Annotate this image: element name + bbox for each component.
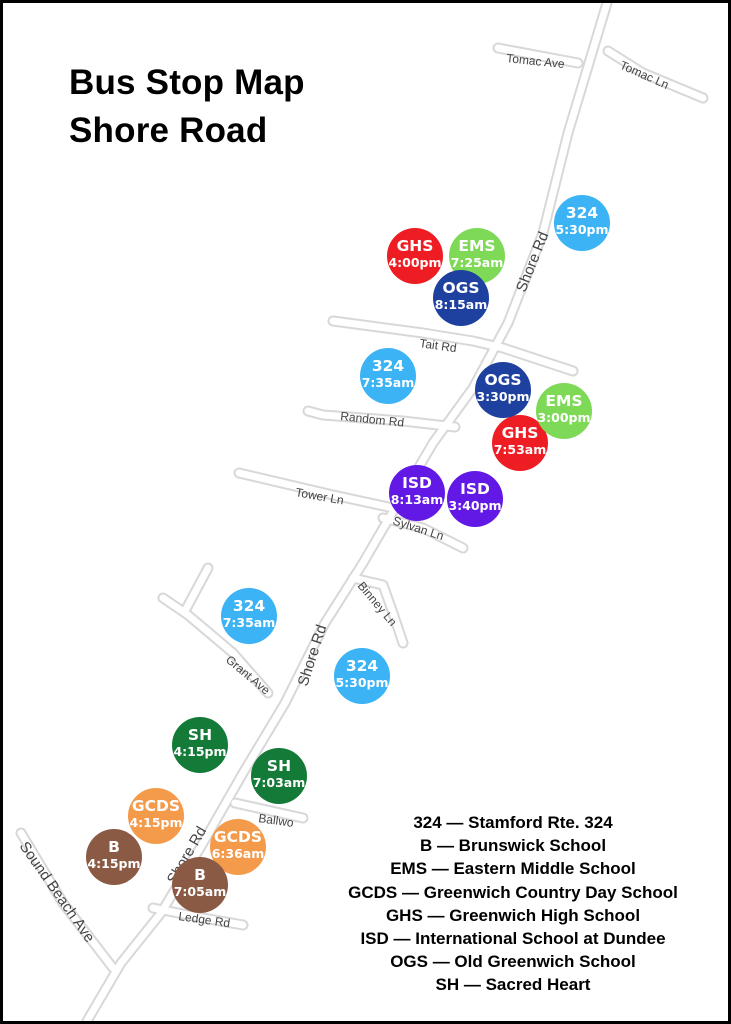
tomac-ln-label: Tomac Ln [618, 58, 671, 92]
stop-code: GHS [501, 424, 539, 442]
stop-marker-324-735am-north[interactable]: 324 7:35am [360, 348, 416, 404]
stop-time: 7:03am [252, 775, 306, 790]
stop-marker-ems-300pm[interactable]: EMS 3:00pm [536, 383, 592, 439]
legend-item-gcds: GCDS — Greenwich Country Day School [348, 882, 678, 902]
stop-time: 4:15pm [129, 815, 183, 830]
tomac-ave-label: Tomac Ave [506, 51, 566, 71]
stop-time: 4:00pm [388, 255, 442, 270]
grant-ave-label: Grant Ave [223, 653, 273, 698]
stop-time: 8:13am [390, 492, 444, 507]
stop-code: GCDS [131, 797, 181, 815]
stop-time: 7:35am [222, 615, 276, 630]
stop-code: GHS [396, 237, 434, 255]
random-rd-label: Random Rd [340, 409, 405, 430]
shore-rd-label-middle: Shore Rd [295, 623, 331, 689]
stop-marker-sh-703am[interactable]: SH 7:03am [251, 748, 307, 804]
map-title: Bus Stop Map Shore Road [69, 59, 305, 155]
ballwood-label: Ballwo [258, 811, 295, 830]
stop-marker-324-530pm-north[interactable]: 324 5:30pm [554, 195, 610, 251]
stop-code: SH [187, 726, 213, 744]
stop-marker-b-705am[interactable]: B 7:05am [172, 857, 228, 913]
stop-time: 3:40pm [448, 498, 502, 513]
stop-code: 324 [232, 597, 266, 615]
stop-code: SH [266, 757, 292, 775]
legend-item-ghs: GHS — Greenwich High School [385, 905, 641, 925]
stop-code: 324 [565, 204, 599, 222]
legend-item-isd: ISD — International School at Dundee [360, 929, 666, 949]
stop-code: ISD [402, 474, 432, 492]
stop-time: 7:35am [361, 375, 415, 390]
stop-code: ISD [460, 480, 490, 498]
stop-marker-ogs-815am[interactable]: OGS 8:15am [433, 270, 489, 326]
shore-rd-label-upper: Shore Rd [513, 229, 553, 294]
stop-time: 5:30pm [555, 222, 609, 237]
stop-time: 7:05am [173, 884, 227, 899]
stop-time: 3:30pm [476, 389, 530, 404]
stop-marker-sh-415pm[interactable]: SH 4:15pm [172, 717, 228, 773]
stop-time: 7:53am [493, 442, 547, 457]
tait-rd-label: Tait Rd [419, 336, 458, 355]
stop-time: 5:30pm [335, 675, 389, 690]
legend-item-ems: EMS — Eastern Middle School [390, 859, 636, 879]
stop-code: OGS [484, 371, 522, 389]
legend-item-sh: SH — Sacred Heart [435, 975, 591, 995]
stop-code: GCDS [213, 828, 263, 846]
stop-marker-ogs-330pm[interactable]: OGS 3:30pm [475, 362, 531, 418]
stop-marker-isd-340pm[interactable]: ISD 3:40pm [447, 471, 503, 527]
stop-time: 3:00pm [537, 410, 591, 425]
stop-code: 324 [345, 657, 379, 675]
stop-code: B [194, 866, 206, 884]
stop-time: 6:36am [211, 846, 265, 861]
stop-marker-ghs-400pm[interactable]: GHS 4:00pm [387, 228, 443, 284]
stop-marker-gcds-415pm[interactable]: GCDS 4:15pm [128, 788, 184, 844]
stop-code: OGS [442, 279, 480, 297]
stop-marker-324-735am-south[interactable]: 324 7:35am [221, 588, 277, 644]
stop-time: 4:15pm [173, 744, 227, 759]
tower-ln-label: Tower Ln [294, 485, 344, 507]
stop-time: 4:15pm [87, 856, 141, 871]
stop-marker-isd-813am[interactable]: ISD 8:13am [389, 465, 445, 521]
title-line-2: Shore Road [69, 111, 268, 150]
legend-item-b: B — Brunswick School [419, 836, 607, 856]
stop-marker-b-415pm[interactable]: B 4:15pm [86, 829, 142, 885]
stop-time: 8:15am [434, 297, 488, 312]
stop-code: EMS [458, 237, 496, 255]
road-layer: Shore Rd Shore Rd Shore Rd Tomac Ave Tom… [15, 3, 709, 1021]
stop-code: B [108, 838, 120, 856]
legend-item-324: 324 — Stamford Rte. 324 [413, 813, 613, 832]
stop-code: 324 [371, 357, 405, 375]
stop-code: EMS [545, 392, 583, 410]
title-line-1: Bus Stop Map [69, 63, 305, 102]
stop-marker-324-530pm-south[interactable]: 324 5:30pm [334, 648, 390, 704]
stop-time: 7:25am [450, 255, 504, 270]
legend: 324 — Stamford Rte. 324 B — Brunswick Sc… [303, 811, 723, 997]
legend-item-ogs: OGS — Old Greenwich School [390, 952, 636, 972]
